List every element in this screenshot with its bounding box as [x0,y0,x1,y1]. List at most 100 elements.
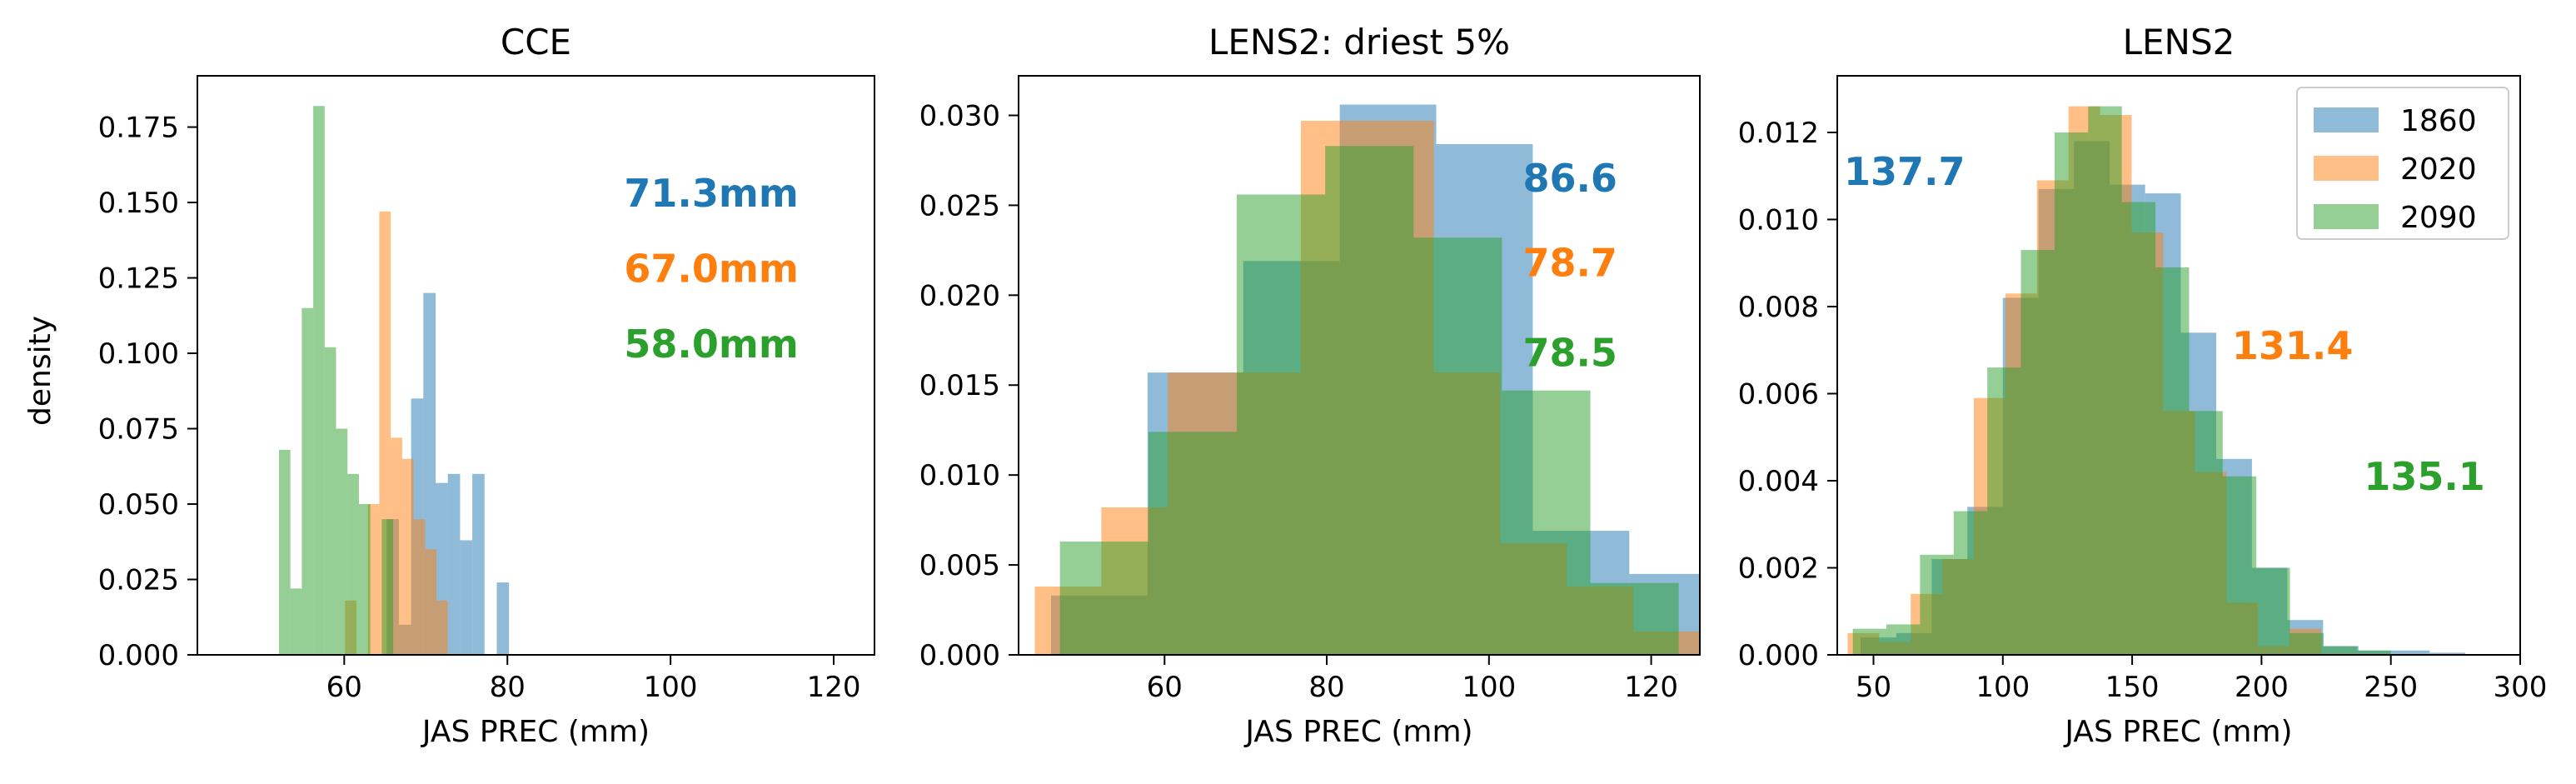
bar-2090 [313,106,325,655]
y-tick-label: 0.150 [98,187,179,220]
y-tick-label: 0.008 [1738,291,1819,324]
x-axis-label: JAS PREC (mm) [1243,715,1472,749]
legend-label-2020: 2020 [2400,152,2477,187]
y-tick-label: 0.005 [919,549,1000,582]
bar-2090 [2357,650,2391,655]
bar-2090 [1148,432,1237,655]
median-annotation-1860: 71.3mm [624,171,798,216]
median-annotation-2020: 78.7 [1522,240,1617,285]
bar-2090 [1236,194,1326,655]
bar-2090 [2290,632,2324,655]
y-tick-label: 0.100 [98,337,179,371]
bar-1860 [2394,650,2430,655]
bar-2090 [2222,476,2257,655]
y-tick-label: 0.025 [919,189,1000,222]
bar-1860 [2429,652,2466,655]
bar-2090 [2155,267,2190,655]
bar-1860 [447,473,461,655]
axes-frame [1836,75,2521,656]
median-annotation-2090: 135.1 [2364,454,2485,499]
x-tick-label: 300 [2494,671,2548,704]
bar-2090 [1886,624,1921,655]
bar-1860 [496,582,510,655]
y-tick-label: 0.000 [919,639,1000,672]
bar-2090 [1852,628,1887,655]
bar-2090 [1059,542,1148,655]
y-tick-label: 0.012 [1738,117,1819,150]
y-tick-label: 0.010 [919,459,1000,492]
median-annotation-2090: 78.5 [1522,330,1617,375]
bar-2090 [358,504,371,655]
bar-2090 [2256,567,2290,655]
axes-frame [1018,75,1701,656]
x-tick-label: 200 [2235,671,2289,704]
legend-label-2090: 2090 [2400,201,2477,235]
y-tick-label: 0.030 [919,99,1000,132]
bar-2090 [2189,411,2223,655]
bar-2090 [324,347,336,655]
x-tick-label: 100 [644,671,698,704]
x-tick-label: 60 [326,671,362,704]
bar-2090 [1413,237,1502,655]
x-tick-label: 60 [1147,671,1183,704]
panel-title: CCE [501,22,571,62]
x-tick-label: 100 [1462,671,1516,704]
bar-2020 [413,519,426,655]
bar-2090 [1502,390,1591,655]
bar-2090 [1590,582,1679,655]
y-tick-label: 0.002 [1738,552,1819,585]
bar-2090 [290,588,302,655]
histogram-bars [1847,106,2501,655]
panels: 60 80 100 120 0.000 0.025 0.050 0.075 0.100 0.125… [98,22,2548,749]
bar-2090 [278,449,291,655]
median-annotation-1860: 86.6 [1522,156,1617,201]
median-annotation-1860: 137.7 [1844,149,1966,194]
x-tick-label: 120 [807,671,861,704]
x-tick-label: 100 [1976,671,2030,704]
x-tick-label: 80 [1308,671,1344,704]
bar-2090 [301,307,314,655]
bar-2090 [2054,132,2089,655]
panel-1: 60 80 100 120 0.000 0.025 0.050 0.075 0.100 0.125… [98,22,875,749]
x-axis-label: JAS PREC (mm) [421,715,650,749]
panel-3: 50 100 150 200 250 300 0.000 0.002 0.004 0.006 0.0… [1738,22,2548,749]
panel-title: LENS2 [2123,22,2235,62]
bar-2090 [2088,106,2122,655]
panel-title: LENS2: driest 5% [1208,22,1510,62]
y-tick-label: 0.075 [98,413,179,447]
y-tick-label: 0.175 [98,112,179,145]
bar-2020 [401,458,414,655]
x-tick-label: 120 [1624,671,1678,704]
x-axis-label: JAS PREC (mm) [2063,715,2292,749]
y-tick-label: 0.050 [98,488,179,522]
legend-swatch-2020 [2314,156,2379,181]
median-annotation-2090: 58.0mm [624,322,798,367]
bar-2090 [1920,554,1954,655]
histogram-bars [278,106,510,655]
bar-2020 [391,437,402,655]
x-tick-label: 80 [490,671,526,704]
y-tick-label: 0.004 [1738,465,1819,498]
bar-2090 [381,519,394,655]
bar-2090 [2121,202,2156,655]
y-tick-label: 0.025 [98,564,179,597]
panel-2: 60 80 100 120 0.000 0.005 0.010 0.015 0.020 0.025… [919,22,1701,749]
y-tick-label: 0.020 [919,279,1000,312]
y-tick-label: 0.015 [919,369,1000,402]
histogram-bars [1034,104,1700,655]
bar-2020 [367,504,380,655]
bar-2090 [2323,646,2358,655]
bar-2090 [2020,250,2055,655]
bar-1860 [460,540,473,655]
y-tick-label: 0.010 [1738,203,1819,237]
median-annotation-2020: 131.4 [2232,323,2354,368]
y-tick-label: 0.125 [98,262,179,296]
bar-2090 [347,473,359,655]
bar-2090 [1987,367,2021,655]
median-annotation-2020: 67.0mm [624,247,798,292]
bar-2020 [436,600,448,655]
legend-swatch-2090 [2314,204,2379,229]
axes-frame [197,75,875,656]
legend-swatch-1860 [2314,107,2379,132]
